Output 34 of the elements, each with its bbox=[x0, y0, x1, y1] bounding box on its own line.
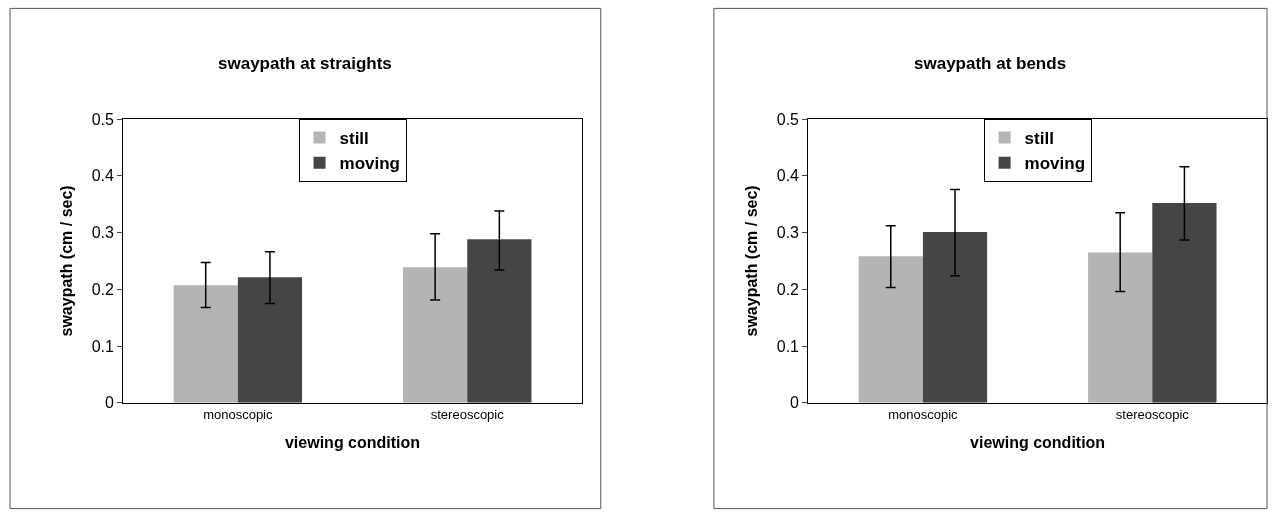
bar bbox=[467, 239, 532, 403]
x-axis-title: viewing condition bbox=[970, 434, 1106, 452]
bar bbox=[1088, 252, 1153, 403]
legend-label: moving bbox=[1024, 154, 1086, 174]
x-tick-label: monoscopic bbox=[888, 407, 959, 423]
bar bbox=[1152, 203, 1217, 403]
x-axis-title: viewing condition bbox=[284, 434, 421, 452]
legend-label: still bbox=[1024, 129, 1054, 149]
y-tick-label: 0 bbox=[105, 394, 115, 412]
y-tick-label: 0.1 bbox=[776, 337, 800, 355]
y-tick-label: 0.2 bbox=[91, 280, 115, 298]
y-tick-label: 0.5 bbox=[776, 110, 800, 128]
chart-title: swaypath at bends bbox=[914, 54, 1067, 73]
x-tick-label: stereoscopic bbox=[1115, 407, 1190, 423]
x-tick-label: stereoscopic bbox=[430, 407, 505, 423]
x-tick-label: monoscopic bbox=[203, 407, 274, 423]
bar bbox=[403, 267, 468, 403]
y-tick-label: 0 bbox=[790, 394, 800, 412]
legend-label: moving bbox=[339, 154, 400, 174]
y-tick-label: 0.1 bbox=[91, 337, 115, 355]
y-axis-title: swaypath (cm / sec) bbox=[57, 185, 75, 337]
y-tick-label: 0.3 bbox=[776, 224, 800, 242]
legend-label: still bbox=[339, 129, 369, 149]
bar bbox=[858, 256, 923, 403]
bar bbox=[173, 285, 238, 403]
y-tick-label: 0.4 bbox=[91, 167, 115, 185]
bar bbox=[922, 231, 988, 403]
y-tick-label: 0.3 bbox=[91, 224, 115, 242]
y-tick-label: 0.5 bbox=[91, 110, 115, 128]
chart-title: swaypath at straights bbox=[218, 54, 392, 73]
y-axis-title: swaypath (cm / sec) bbox=[742, 185, 760, 337]
y-tick-label: 0.2 bbox=[776, 280, 800, 298]
bar bbox=[237, 277, 303, 403]
y-tick-label: 0.4 bbox=[776, 167, 800, 185]
